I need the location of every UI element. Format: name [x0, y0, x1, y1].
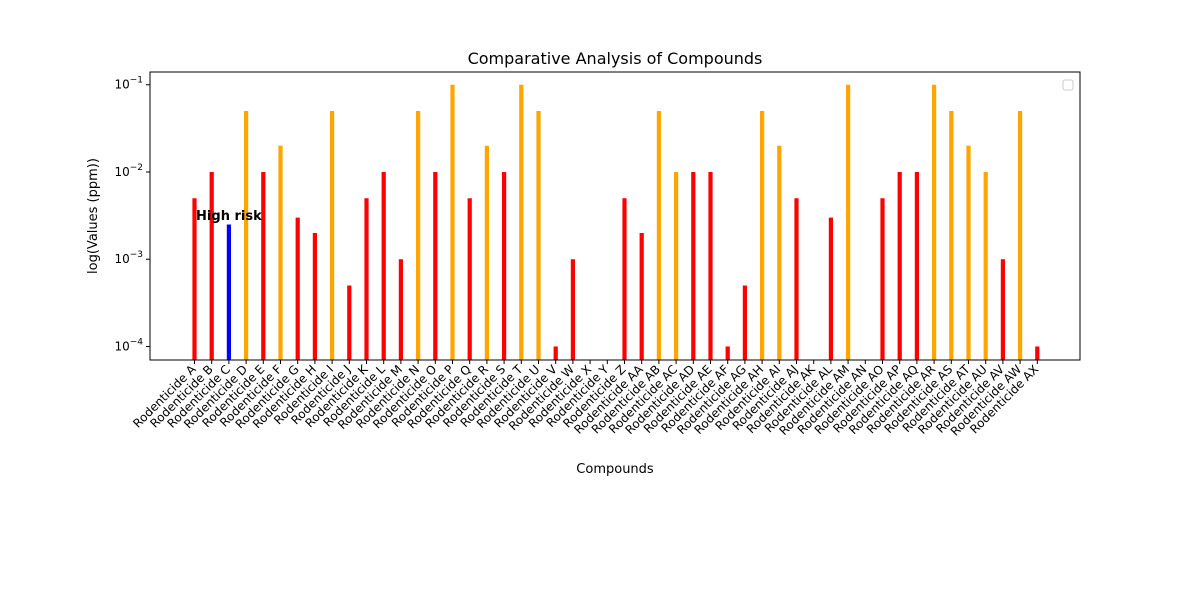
bar-rodenticide-au	[983, 171, 988, 360]
legend-box	[1062, 79, 1074, 91]
bar-rodenticide-aq	[914, 171, 919, 360]
bar-rodenticide-t	[519, 84, 524, 360]
annotation-high-risk: High risk	[196, 209, 262, 224]
y-axis: 10−4 10−3 10−2 10−1	[114, 76, 150, 353]
bar-rodenticide-e	[261, 171, 266, 360]
bar-rodenticide-l	[381, 171, 386, 360]
bar-rodenticide-i	[330, 111, 335, 360]
bar-rodenticide-ai	[777, 145, 782, 360]
bar-rodenticide-w	[570, 259, 575, 360]
bar-rodenticide-m	[398, 259, 403, 360]
x-axis-label: Compounds	[576, 462, 654, 477]
bar-rodenticide-aa	[639, 232, 644, 360]
bar-rodenticide-ac	[674, 171, 679, 360]
bar-rodenticide-a	[192, 198, 197, 360]
bar-rodenticide-al	[828, 217, 833, 360]
bar-rodenticide-n	[416, 111, 421, 360]
bar-rodenticide-ad	[691, 171, 696, 360]
bar-rodenticide-af	[725, 346, 730, 360]
y-tick-label: 10−3	[114, 250, 143, 266]
bar-rodenticide-u	[536, 111, 541, 360]
bar-rodenticide-z	[622, 198, 627, 360]
bar-rodenticide-aw	[1018, 111, 1023, 360]
bar-rodenticide-r	[484, 145, 489, 360]
bar-rodenticide-av	[1000, 259, 1005, 360]
bar-rodenticide-ag	[742, 285, 747, 360]
bar-rodenticide-d	[244, 111, 249, 360]
chart-title: Comparative Analysis of Compounds	[468, 49, 763, 68]
bar-rodenticide-ap	[897, 171, 902, 360]
bar-rodenticide-ab	[656, 111, 661, 360]
plot-frame	[149, 71, 1081, 361]
bar-rodenticide-at	[966, 145, 971, 360]
bar-rodenticide-p	[450, 84, 455, 360]
y-tick-label: 10−4	[114, 337, 143, 353]
y-tick-label: 10−1	[114, 76, 143, 92]
bar-rodenticide-k	[364, 198, 369, 360]
bar-rodenticide-j	[347, 285, 352, 360]
bar-rodenticide-b	[209, 171, 214, 360]
bar-rodenticide-ao	[880, 198, 885, 360]
bar-rodenticide-ar	[932, 84, 937, 360]
bar-rodenticide-h	[312, 232, 317, 360]
bar-rodenticide-q	[467, 198, 472, 360]
bar-rodenticide-ae	[708, 171, 713, 360]
bar-rodenticide-o	[433, 171, 438, 360]
y-axis-label: log(Values (ppm))	[86, 158, 101, 274]
bar-rodenticide-f	[278, 145, 283, 360]
bar-rodenticide-am	[846, 84, 851, 360]
bar-rodenticide-c	[226, 224, 231, 360]
bar-rodenticide-aj	[794, 198, 799, 360]
bar-rodenticide-as	[949, 111, 954, 360]
bar-rodenticide-g	[295, 217, 300, 360]
bar-rodenticide-s	[502, 171, 507, 360]
bar-rodenticide-ax	[1035, 346, 1040, 360]
bar-rodenticide-v	[553, 346, 558, 360]
bars-group	[192, 84, 1040, 360]
annotations-group: High risk	[196, 209, 262, 224]
bar-rodenticide-ah	[760, 111, 765, 360]
y-tick-label: 10−2	[114, 163, 143, 179]
